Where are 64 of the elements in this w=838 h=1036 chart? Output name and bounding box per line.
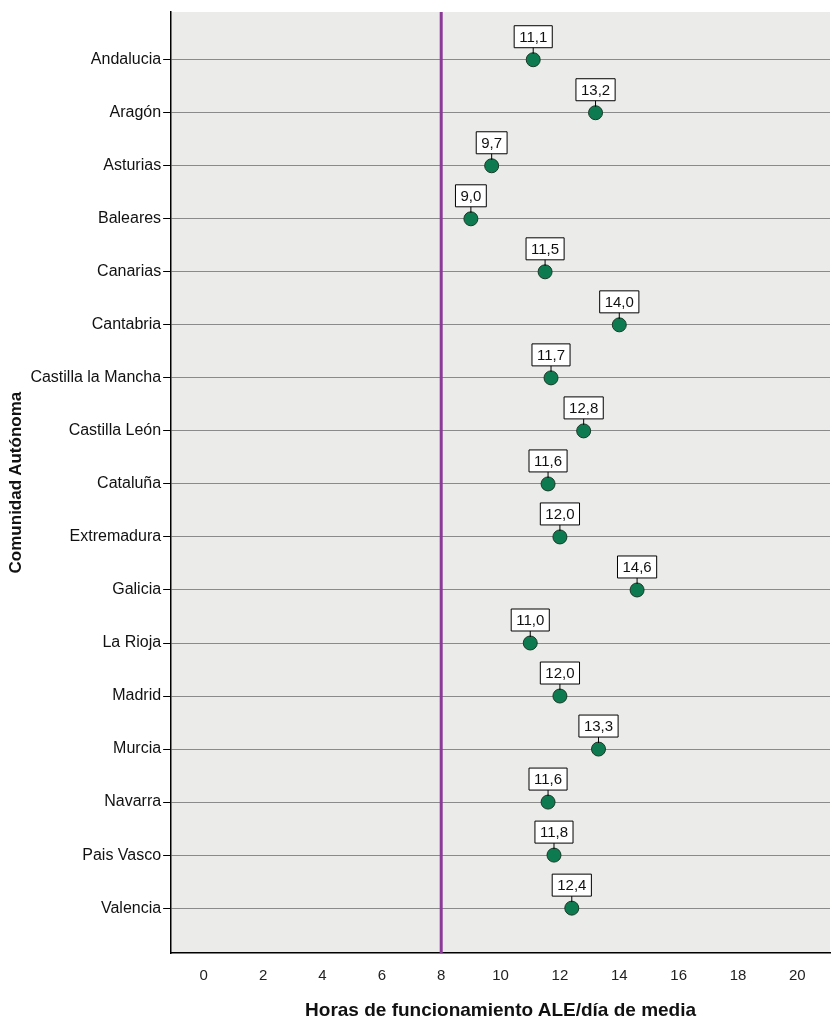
point	[588, 105, 604, 121]
data-label: 9,7	[481, 133, 503, 151]
x-tick-label: 4	[318, 966, 327, 984]
data-label: 11,5	[531, 239, 560, 257]
point	[564, 900, 580, 916]
point	[552, 529, 568, 545]
point	[463, 211, 479, 227]
x-tick-label: 0	[199, 966, 208, 984]
data-label: 11,6	[534, 770, 563, 788]
data-label: 12,8	[569, 399, 599, 417]
y-tick-label: Murcia	[113, 739, 162, 757]
point	[591, 741, 606, 757]
x-tick-label: 2	[258, 966, 268, 984]
y-tick-label: Asturias	[103, 156, 162, 174]
x-tick-label: 6	[377, 966, 387, 984]
data-label: 12,0	[545, 664, 575, 682]
y-tick-label: Galicia	[112, 580, 162, 598]
point	[629, 582, 645, 598]
x-axis-title: Horas de funcionamiento ALE/día de media	[305, 998, 697, 1020]
point	[540, 794, 556, 810]
x-tick-label: 12	[551, 966, 569, 984]
y-tick-label: Navarra	[104, 792, 162, 810]
y-tick-label: Cataluña	[97, 474, 162, 492]
y-tick-label: Valencia	[100, 898, 162, 916]
y-tick-label: Andalucia	[90, 50, 162, 68]
x-tick-label: 20	[789, 966, 806, 984]
y-tick-label: Castilla la Mancha	[30, 368, 162, 386]
data-label: 13,2	[580, 80, 611, 98]
x-tick-label: 10	[492, 966, 509, 984]
data-label: 11,7	[536, 346, 566, 364]
y-tick-label: Baleares	[97, 209, 162, 227]
data-label: 11,6	[534, 452, 563, 470]
y-tick-label: Extremadura	[69, 527, 162, 545]
point	[522, 635, 538, 651]
data-label: 11,1	[519, 27, 548, 45]
y-axis-title: Comunidad Autónoma	[5, 391, 25, 574]
x-tick-label: 16	[670, 966, 687, 984]
y-tick-label: Canarias	[97, 262, 162, 280]
point	[537, 264, 553, 280]
point	[576, 423, 592, 439]
data-label: 14,0	[604, 292, 634, 310]
point	[546, 847, 562, 863]
y-tick-label: La Rioja	[102, 633, 162, 651]
x-tick-label: 18	[729, 966, 747, 984]
data-label: 11,8	[539, 823, 569, 841]
point	[540, 476, 556, 492]
point	[552, 688, 568, 704]
data-label: 12,0	[545, 505, 575, 523]
data-label: 11,0	[516, 611, 545, 629]
data-label: 12,4	[557, 876, 587, 894]
y-tick-label: Pais Vasco	[82, 845, 162, 863]
point	[525, 52, 541, 68]
x-tick-label: 14	[610, 966, 628, 984]
point	[611, 317, 627, 333]
point	[484, 158, 500, 174]
y-tick-label: Cantabria	[91, 315, 162, 333]
y-tick-label: Castilla León	[68, 421, 162, 439]
y-tick-label: Madrid	[112, 686, 162, 704]
data-label: 9,0	[460, 186, 482, 204]
y-tick-label: Aragón	[109, 103, 162, 121]
data-label: 13,3	[583, 717, 614, 735]
point	[543, 370, 559, 386]
data-label: 14,6	[622, 558, 652, 576]
x-tick-label: 8	[437, 966, 446, 984]
